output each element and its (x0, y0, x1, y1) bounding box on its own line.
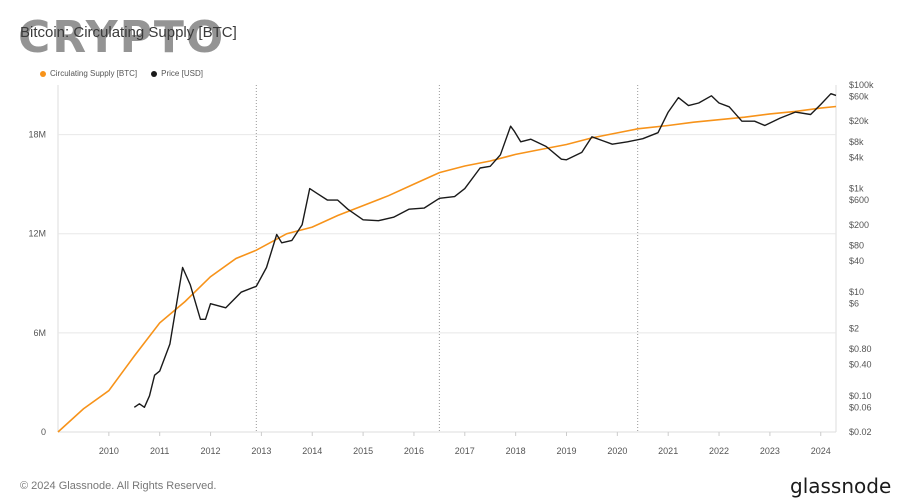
y-right-tick-label: $0.40 (849, 360, 872, 370)
legend-supply-dot-icon (40, 70, 46, 77)
x-tick-label: 2010 (99, 446, 119, 456)
x-tick-label: 2021 (658, 446, 678, 456)
y-right-tick-label: $0.02 (849, 427, 872, 437)
y-right-tick-label: $40 (849, 256, 864, 266)
x-tick-label: 2011 (150, 446, 169, 456)
x-tick-label: 2012 (201, 446, 221, 456)
legend-price-label: Price [USD] (161, 69, 203, 78)
x-tick-label: 2024 (811, 446, 831, 456)
x-tick-label: 2020 (607, 446, 627, 456)
y-right-tick-label: $4k (849, 152, 864, 162)
y-right-tick-label: $600 (849, 195, 869, 205)
x-tick-label: 2019 (556, 446, 576, 456)
y-right-tick-label: $10 (849, 287, 864, 297)
series-line-supply (57, 105, 837, 433)
x-tick-label: 2013 (251, 446, 271, 456)
y-right-tick-label: $0.80 (849, 344, 872, 354)
x-tick-label: 2018 (506, 446, 526, 456)
legend-item-price[interactable]: Price [USD] (151, 69, 203, 78)
x-tick-label: 2016 (404, 446, 424, 456)
legend-price-dot-icon (151, 70, 158, 77)
y-right-tick-label: $2 (849, 323, 859, 333)
y-right-tick-label: $0.10 (849, 391, 872, 401)
brand-logo: glassnode (790, 474, 892, 498)
watermark-text: CRYPTO (18, 12, 226, 63)
x-tick-label: 2017 (455, 446, 475, 456)
x-tick-label: 2014 (302, 446, 322, 456)
y-right-tick-label: $6 (849, 299, 859, 309)
y-right-tick-label: $80 (849, 240, 864, 250)
y-right-tick-label: $20k (849, 116, 869, 126)
chart-title: Bitcoin: Circulating Supply [BTC] (20, 24, 237, 41)
chart-legend: Circulating Supply [BTC] Price [USD] (40, 69, 203, 78)
y-right-tick-label: $100k (849, 80, 874, 90)
y-left-tick-label: 6M (33, 328, 46, 338)
copyright-text: © 2024 Glassnode. All Rights Reserved. (20, 480, 217, 492)
y-right-tick-label: $1k (849, 184, 864, 194)
y-left-tick-label: 18M (28, 130, 46, 140)
legend-supply-label: Circulating Supply [BTC] (50, 69, 138, 78)
legend-item-supply[interactable]: Circulating Supply [BTC] (40, 69, 137, 78)
y-left-tick-label: 0 (41, 427, 46, 437)
x-tick-label: 2015 (353, 446, 373, 456)
x-tick-label: 2022 (709, 446, 729, 456)
y-right-tick-label: $8k (849, 137, 864, 147)
x-tick-label: 2023 (760, 446, 780, 456)
y-right-tick-label: $60k (849, 91, 869, 101)
y-right-tick-label: $0.06 (849, 402, 872, 412)
y-left-tick-label: 12M (28, 229, 46, 239)
series-line-price (133, 92, 837, 408)
y-right-tick-label: $200 (849, 220, 869, 230)
